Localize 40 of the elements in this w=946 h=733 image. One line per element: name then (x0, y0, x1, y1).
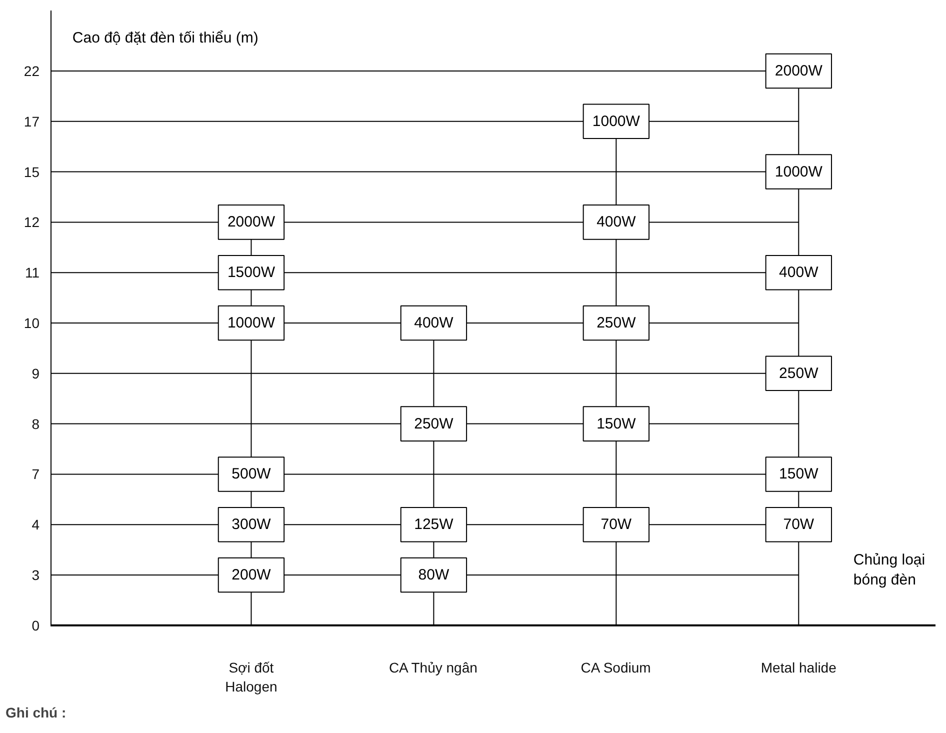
y-tick-label: 10 (24, 315, 40, 331)
y-tick-label: 0 (32, 617, 40, 634)
y-tick-label: 9 (32, 365, 40, 382)
data-label: 1500W (227, 264, 276, 282)
data-label: 1000W (227, 314, 276, 332)
x-tick-label: CA Thủy ngân (388, 660, 478, 676)
data-label: 400W (596, 214, 637, 231)
y-tick-label: 15 (24, 164, 40, 180)
data-label: 2000W (774, 62, 824, 80)
y-tick-label: 12 (24, 214, 40, 230)
x-tick-label: Sợi đốt Halogen (225, 660, 278, 695)
data-label: 70W (600, 516, 632, 534)
data-label: 150W (596, 415, 637, 432)
data-label: 2000W (227, 214, 276, 231)
y-tick-label: 8 (32, 416, 40, 432)
data-label: 250W (779, 364, 820, 382)
data-label: 250W (414, 415, 454, 432)
data-label: 70W (783, 516, 815, 534)
y-tick-label: 3 (32, 567, 40, 584)
data-label: 1000W (592, 112, 641, 130)
data-label: 500W (232, 466, 272, 483)
data-label: 250W (596, 314, 637, 332)
y-axis-title: Cao độ đặt đèn tối thiểu (m) (72, 30, 258, 47)
y-tick-label: 11 (24, 264, 40, 281)
data-label: 150W (779, 466, 820, 483)
y-tick-label: 4 (32, 516, 40, 533)
x-tick-label: CA Sodium (580, 660, 651, 676)
y-tick-label: 22 (24, 62, 40, 79)
data-label: 200W (232, 566, 272, 584)
data-label: 400W (414, 314, 454, 332)
data-label: 300W (232, 516, 272, 534)
data-label: 80W (418, 566, 450, 584)
y-tick-label: 7 (32, 466, 40, 482)
text: Ghi chú : (6, 704, 66, 720)
x-tick-label: Metal halide (760, 660, 837, 676)
x-axis-title: Chủng loại bóng đèn (853, 551, 926, 589)
data-label: 125W (414, 516, 454, 534)
y-tick-label: 17 (24, 113, 40, 130)
data-label: 1000W (774, 163, 824, 180)
data-label: 400W (779, 264, 820, 282)
